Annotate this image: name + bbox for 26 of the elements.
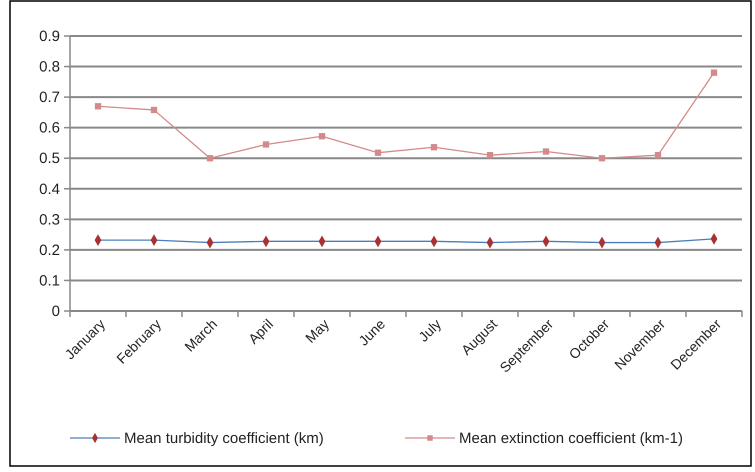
y-tick-label: 0.8	[39, 58, 60, 76]
point	[542, 148, 550, 155]
point	[430, 144, 438, 150]
y-tick-label: 0.9	[39, 28, 60, 45]
point	[262, 141, 270, 148]
x-tick-label: July	[415, 316, 444, 345]
y-tick-label: 0.4	[39, 180, 60, 198]
point	[486, 152, 494, 158]
legend-label: Mean extinction coefficient (km-1)	[459, 430, 683, 447]
point	[374, 150, 382, 156]
y-tick-label: 0.2	[39, 242, 60, 259]
point	[94, 103, 102, 110]
point	[150, 106, 158, 114]
y-tick-label: 0.7	[39, 89, 60, 106]
point	[598, 155, 606, 162]
y-tick-label: 0	[52, 303, 60, 320]
x-tick-label: May	[302, 316, 332, 346]
point	[318, 133, 326, 140]
legend-label: Mean turbidity coefficient (km)	[124, 430, 324, 447]
y-tick-label: 0.6	[39, 120, 60, 137]
y-tick-label: 0.5	[39, 150, 60, 168]
point	[654, 152, 662, 158]
y-tick-label: 0.3	[39, 211, 60, 228]
point	[206, 155, 214, 162]
point	[710, 70, 718, 76]
y-tick-label: 0.1	[39, 272, 60, 290]
